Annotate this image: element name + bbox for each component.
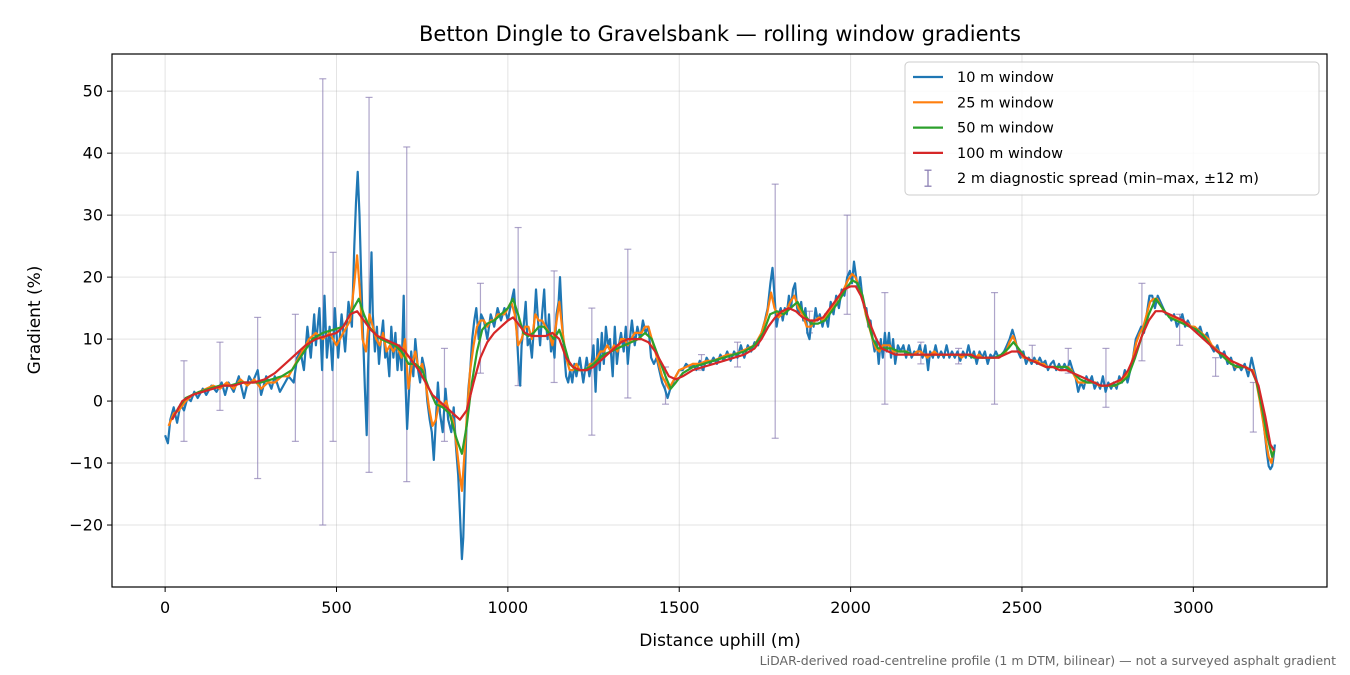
legend-label: 100 m window xyxy=(957,146,1063,162)
series-line xyxy=(171,279,1276,458)
legend-label: 50 m window xyxy=(957,121,1054,137)
legend: 10 m window 25 m window 50 m window 100 m w… xyxy=(904,61,1320,196)
series-line xyxy=(164,170,1276,561)
x-tick-label: 1500 xyxy=(659,598,700,617)
footnote: LiDAR-derived road-centreline profile (1… xyxy=(760,653,1336,668)
x-tick-label: 2000 xyxy=(830,598,871,617)
legend-label: 25 m window xyxy=(957,95,1054,111)
plot-frame xyxy=(111,53,1328,588)
x-axis-label: Distance uphill (m) xyxy=(639,631,800,651)
y-tick-label: −10 xyxy=(69,454,103,473)
y-tick-label: 10 xyxy=(83,330,103,349)
x-tick-label: 3000 xyxy=(1173,598,1214,617)
y-tick-label: −20 xyxy=(69,516,103,535)
y-tick-label: 20 xyxy=(83,268,103,287)
axes: 0 500 1000 1500 2000 2500 3000 −20 −10 0 10 20 30 40 5… xyxy=(69,53,1328,617)
y-axis-label: Gradient (%) xyxy=(25,266,45,375)
legend-label: 10 m window xyxy=(957,70,1054,86)
chart-title: Betton Dingle to Gravelsbank — rolling w… xyxy=(419,22,1021,46)
legend-box xyxy=(904,61,1320,196)
y-tick-label: 50 xyxy=(83,82,103,101)
y-tick-label: 0 xyxy=(93,392,103,411)
x-tick-label: 1000 xyxy=(488,598,529,617)
x-tick-label: 500 xyxy=(321,598,352,617)
y-tick-label: 30 xyxy=(83,206,103,225)
series-line xyxy=(167,254,1275,492)
plot-area xyxy=(164,78,1276,561)
series-line xyxy=(171,285,1276,452)
x-tick-label: 0 xyxy=(160,598,170,617)
y-tick-label: 40 xyxy=(83,144,103,163)
legend-label: 2 m diagnostic spread (min–max, ±12 m) xyxy=(957,171,1259,187)
x-tick-label: 2500 xyxy=(1002,598,1043,617)
